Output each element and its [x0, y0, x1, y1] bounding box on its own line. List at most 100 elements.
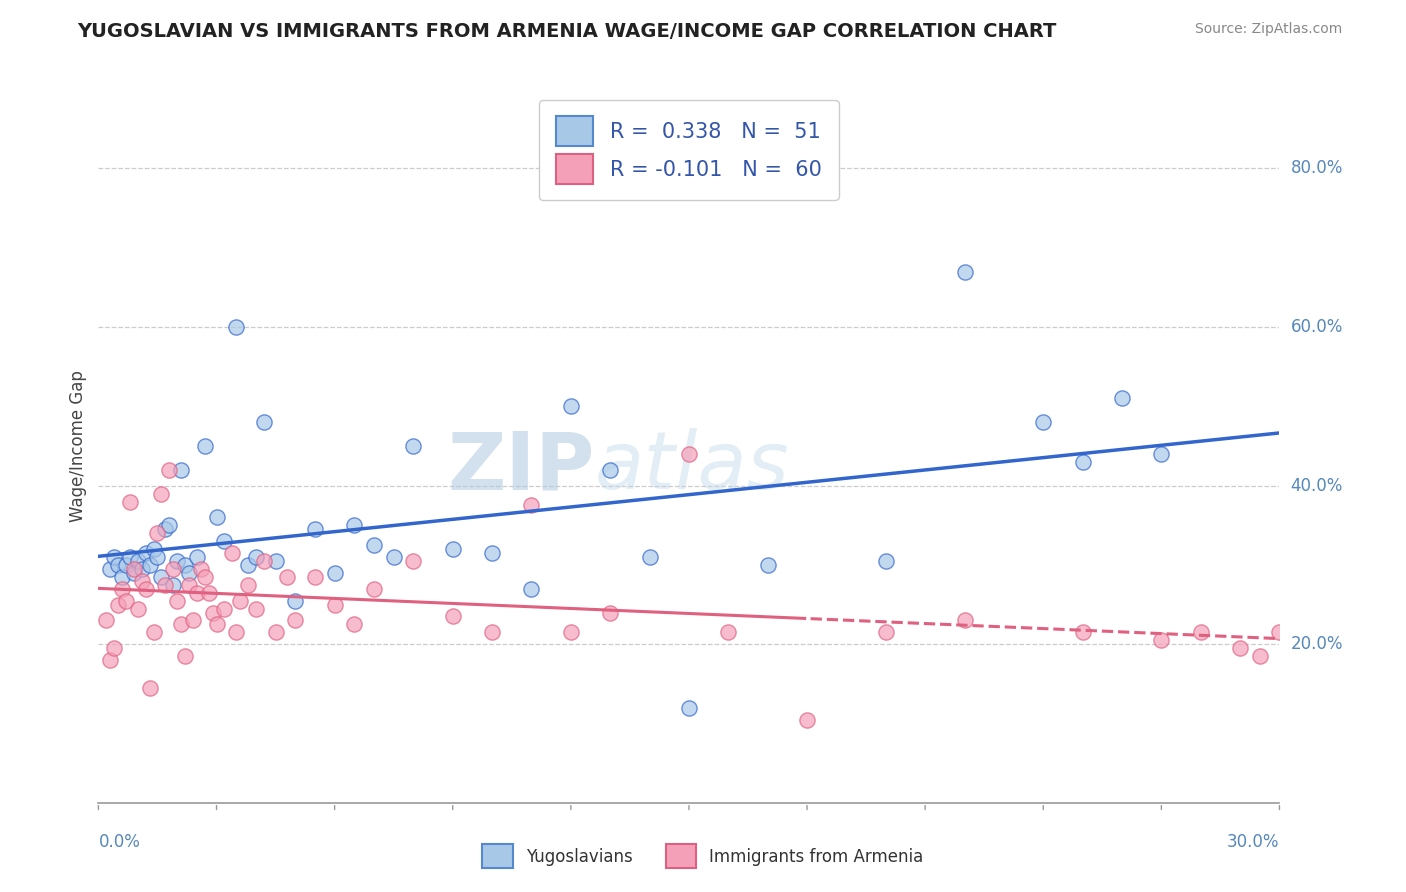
Point — [304, 570, 326, 584]
Text: 60.0%: 60.0% — [1291, 318, 1343, 336]
Legend: R =  0.338   N =  51, R = -0.101   N =  60: R = 0.338 N = 51, R = -0.101 N = 60 — [540, 100, 838, 200]
Point — [174, 649, 197, 664]
Point — [678, 447, 700, 461]
Point — [157, 463, 180, 477]
Point — [717, 625, 740, 640]
Point — [599, 463, 621, 477]
Point — [1150, 633, 1173, 648]
Point — [875, 554, 897, 568]
Point — [194, 570, 217, 584]
Point — [796, 713, 818, 727]
Point — [127, 554, 149, 568]
Point — [205, 617, 228, 632]
Point — [1150, 447, 1173, 461]
Point — [205, 510, 228, 524]
Point — [560, 625, 582, 640]
Point — [225, 625, 247, 640]
Point — [135, 582, 157, 596]
Point — [236, 558, 259, 572]
Point — [284, 614, 307, 628]
Point — [103, 641, 125, 656]
Text: 0.0%: 0.0% — [98, 833, 141, 851]
Legend: Yugoslavians, Immigrants from Armenia: Yugoslavians, Immigrants from Armenia — [475, 838, 931, 875]
Point — [214, 534, 236, 549]
Point — [1249, 649, 1271, 664]
Point — [107, 598, 129, 612]
Text: 80.0%: 80.0% — [1291, 160, 1343, 178]
Point — [638, 549, 661, 564]
Point — [157, 518, 180, 533]
Point — [155, 578, 177, 592]
Point — [264, 554, 287, 568]
Text: Source: ZipAtlas.com: Source: ZipAtlas.com — [1195, 22, 1343, 37]
Point — [107, 558, 129, 572]
Point — [142, 625, 165, 640]
Point — [402, 439, 425, 453]
Point — [186, 549, 208, 564]
Point — [170, 463, 193, 477]
Point — [953, 264, 976, 278]
Point — [98, 653, 121, 667]
Point — [363, 582, 385, 596]
Point — [236, 578, 259, 592]
Point — [118, 549, 141, 564]
Point — [875, 625, 897, 640]
Point — [481, 625, 503, 640]
Point — [953, 614, 976, 628]
Point — [181, 614, 204, 628]
Point — [363, 538, 385, 552]
Point — [245, 549, 267, 564]
Text: 30.0%: 30.0% — [1227, 833, 1279, 851]
Point — [103, 549, 125, 564]
Point — [155, 522, 177, 536]
Point — [177, 566, 200, 580]
Point — [170, 617, 193, 632]
Point — [441, 609, 464, 624]
Point — [111, 582, 134, 596]
Text: YUGOSLAVIAN VS IMMIGRANTS FROM ARMENIA WAGE/INCOME GAP CORRELATION CHART: YUGOSLAVIAN VS IMMIGRANTS FROM ARMENIA W… — [77, 22, 1057, 41]
Point — [343, 617, 366, 632]
Text: 40.0%: 40.0% — [1291, 476, 1343, 495]
Point — [131, 562, 153, 576]
Point — [162, 578, 184, 592]
Point — [174, 558, 197, 572]
Point — [343, 518, 366, 533]
Point — [115, 558, 138, 572]
Point — [225, 320, 247, 334]
Point — [138, 558, 160, 572]
Point — [1268, 625, 1291, 640]
Point — [402, 554, 425, 568]
Point — [229, 593, 252, 607]
Point — [253, 554, 276, 568]
Point — [166, 593, 188, 607]
Point — [201, 606, 224, 620]
Point — [122, 562, 145, 576]
Point — [253, 415, 276, 429]
Point — [221, 546, 243, 560]
Point — [599, 606, 621, 620]
Point — [150, 570, 173, 584]
Point — [96, 614, 118, 628]
Text: 20.0%: 20.0% — [1291, 635, 1343, 653]
Point — [1032, 415, 1054, 429]
Point — [323, 566, 346, 580]
Point — [520, 582, 543, 596]
Point — [190, 562, 212, 576]
Point — [115, 593, 138, 607]
Y-axis label: Wage/Income Gap: Wage/Income Gap — [69, 370, 87, 522]
Point — [135, 546, 157, 560]
Point — [122, 566, 145, 580]
Point — [131, 574, 153, 588]
Point — [186, 585, 208, 599]
Point — [166, 554, 188, 568]
Point — [264, 625, 287, 640]
Point — [1189, 625, 1212, 640]
Point — [323, 598, 346, 612]
Point — [127, 601, 149, 615]
Point — [756, 558, 779, 572]
Point — [1111, 392, 1133, 406]
Point — [98, 562, 121, 576]
Point — [146, 526, 169, 541]
Point — [276, 570, 298, 584]
Point — [146, 549, 169, 564]
